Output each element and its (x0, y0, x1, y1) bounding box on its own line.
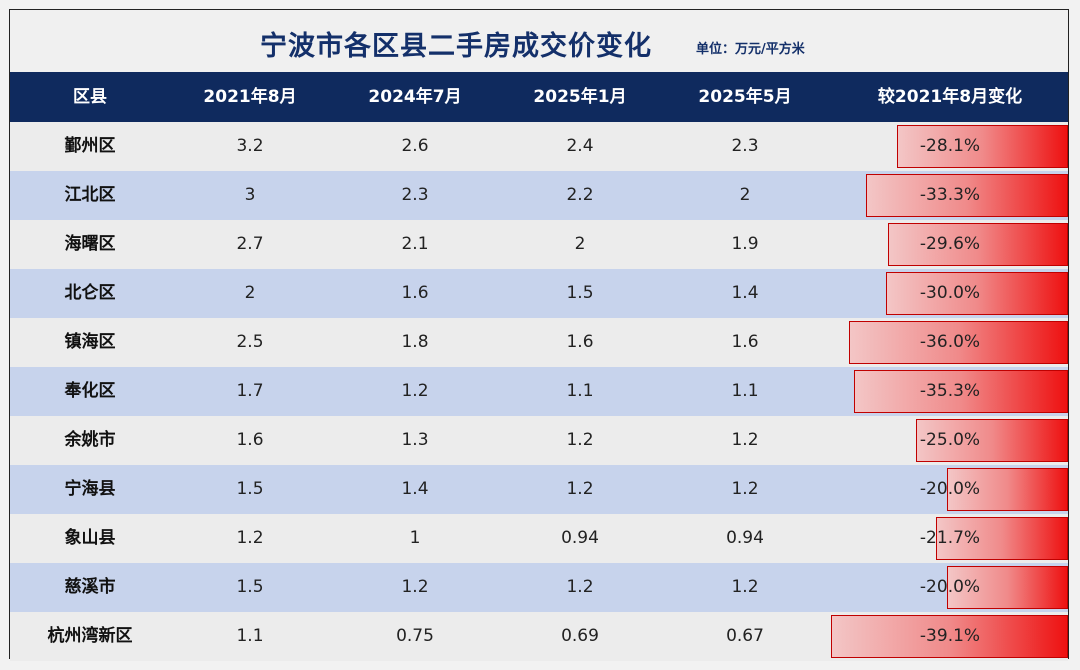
table-row: 鄞州区 3.2 2.6 2.4 2.3 -28.1% (10, 122, 1068, 171)
price-cell: 1.1 (236, 626, 264, 646)
change-label: -20.0% (919, 577, 981, 597)
change-bar (946, 468, 1068, 511)
column-header: 2024年7月 (368, 87, 462, 107)
unit-label: 单位：万元/平方米 (696, 42, 805, 57)
price-cell: 0.69 (561, 626, 599, 646)
change-label: -33.3% (919, 185, 981, 205)
price-cell: 0.67 (726, 626, 764, 646)
change-label: -39.1% (919, 626, 981, 646)
district-name: 杭州湾新区 (47, 626, 133, 646)
column-header: 区县 (73, 87, 107, 107)
district-name: 宁海县 (64, 479, 116, 499)
price-cell: 2.1 (401, 234, 429, 254)
change-bar (885, 272, 1068, 315)
change-bar (849, 321, 1068, 364)
price-cell: 2 (739, 185, 751, 205)
district-name: 象山县 (64, 528, 116, 548)
price-cell: 1.5 (566, 283, 594, 303)
price-cell: 1.4 (401, 479, 429, 499)
table-row: 杭州湾新区 1.1 0.75 0.69 0.67 -39.1% (10, 612, 1068, 661)
table-row: 北仑区 2 1.6 1.5 1.4 -30.0% (10, 269, 1068, 318)
price-cell: 1.2 (566, 479, 594, 499)
price-cell: 1.9 (731, 234, 759, 254)
price-cell: 1.2 (401, 381, 429, 401)
district-name: 江北区 (64, 185, 116, 205)
table-row: 余姚市 1.6 1.3 1.2 1.2 -25.0% (10, 416, 1068, 465)
district-name: 奉化区 (64, 381, 116, 401)
price-cell: 2 (244, 283, 256, 303)
change-bar (830, 615, 1068, 658)
column-header: 2025年1月 (533, 87, 627, 107)
change-bar (853, 370, 1068, 413)
price-cell: 2.3 (401, 185, 429, 205)
price-cell: 1.6 (566, 332, 594, 352)
price-cell: 1.2 (566, 430, 594, 450)
change-bar (946, 566, 1068, 609)
change-label: -21.7% (919, 528, 981, 548)
change-label: -35.3% (919, 381, 981, 401)
table-header: 区县 2021年8月 2024年7月 2025年1月 2025年5月 较2021年8月变化 (10, 72, 1068, 122)
change-label: -28.1% (919, 136, 981, 156)
table-row: 象山县 1.2 1 0.94 0.94 -21.7% (10, 514, 1068, 563)
price-cell: 1.5 (236, 479, 264, 499)
price-cell: 1.6 (731, 332, 759, 352)
price-cell: 1.8 (401, 332, 429, 352)
district-name: 北仑区 (64, 283, 116, 303)
price-cell: 1.3 (401, 430, 429, 450)
column-header: 2021年8月 (203, 87, 297, 107)
change-bar (916, 419, 1068, 462)
change-label: -36.0% (919, 332, 981, 352)
price-cell: 1.4 (731, 283, 759, 303)
price-cell: 2 (574, 234, 586, 254)
price-cell: 1.2 (731, 479, 759, 499)
table-row: 慈溪市 1.5 1.2 1.2 1.2 -20.0% (10, 563, 1068, 612)
change-label: -20.0% (919, 479, 981, 499)
price-cell: 1 (409, 528, 421, 548)
price-cell: 1.6 (236, 430, 264, 450)
price-cell: 1.7 (236, 381, 264, 401)
price-cell: 2.5 (236, 332, 264, 352)
chart-title: 宁波市各区县二手房成交价变化 (260, 31, 652, 62)
change-bar (888, 223, 1068, 266)
change-bar (897, 125, 1068, 168)
district-name: 海曙区 (64, 234, 116, 254)
price-cell: 1.2 (236, 528, 264, 548)
price-cell: 1.2 (731, 577, 759, 597)
table-frame: 宁波市各区县二手房成交价变化 单位：万元/平方米 区县 2021年8月 2024年7… (9, 9, 1069, 661)
price-cell: 2.4 (566, 136, 594, 156)
price-cell: 1.2 (401, 577, 429, 597)
price-cell: 0.94 (726, 528, 764, 548)
column-header: 较2021年8月变化 (877, 87, 1023, 107)
price-cell: 2.3 (731, 136, 759, 156)
price-cell: 3.2 (236, 136, 264, 156)
change-label: -25.0% (919, 430, 981, 450)
price-cell: 3 (244, 185, 256, 205)
table-row: 宁海县 1.5 1.4 1.2 1.2 -20.0% (10, 465, 1068, 514)
district-name: 鄞州区 (64, 136, 116, 156)
district-name: 慈溪市 (64, 577, 116, 597)
change-label: -29.6% (919, 234, 981, 254)
table-row: 江北区 3 2.3 2.2 2 -33.3% (10, 171, 1068, 220)
price-cell: 2.6 (401, 136, 429, 156)
change-bar (936, 517, 1068, 560)
price-cell: 2.2 (566, 185, 594, 205)
column-header: 2025年5月 (698, 87, 792, 107)
price-cell: 1.2 (566, 577, 594, 597)
price-cell: 2.7 (236, 234, 264, 254)
title-bar: 宁波市各区县二手房成交价变化 单位：万元/平方米 (10, 10, 1068, 72)
table-row: 镇海区 2.5 1.8 1.6 1.6 -36.0% (10, 318, 1068, 367)
table-row: 海曙区 2.7 2.1 2 1.9 -29.6% (10, 220, 1068, 269)
price-cell: 0.94 (561, 528, 599, 548)
price-cell: 1.2 (731, 430, 759, 450)
change-bar (865, 174, 1068, 217)
change-label: -30.0% (919, 283, 981, 303)
price-cell: 1.1 (566, 381, 594, 401)
price-cell: 0.75 (396, 626, 434, 646)
price-cell: 1.1 (731, 381, 759, 401)
price-cell: 1.5 (236, 577, 264, 597)
price-cell: 1.6 (401, 283, 429, 303)
table-row: 奉化区 1.7 1.2 1.1 1.1 -35.3% (10, 367, 1068, 416)
district-name: 余姚市 (64, 430, 116, 450)
district-name: 镇海区 (64, 332, 116, 352)
